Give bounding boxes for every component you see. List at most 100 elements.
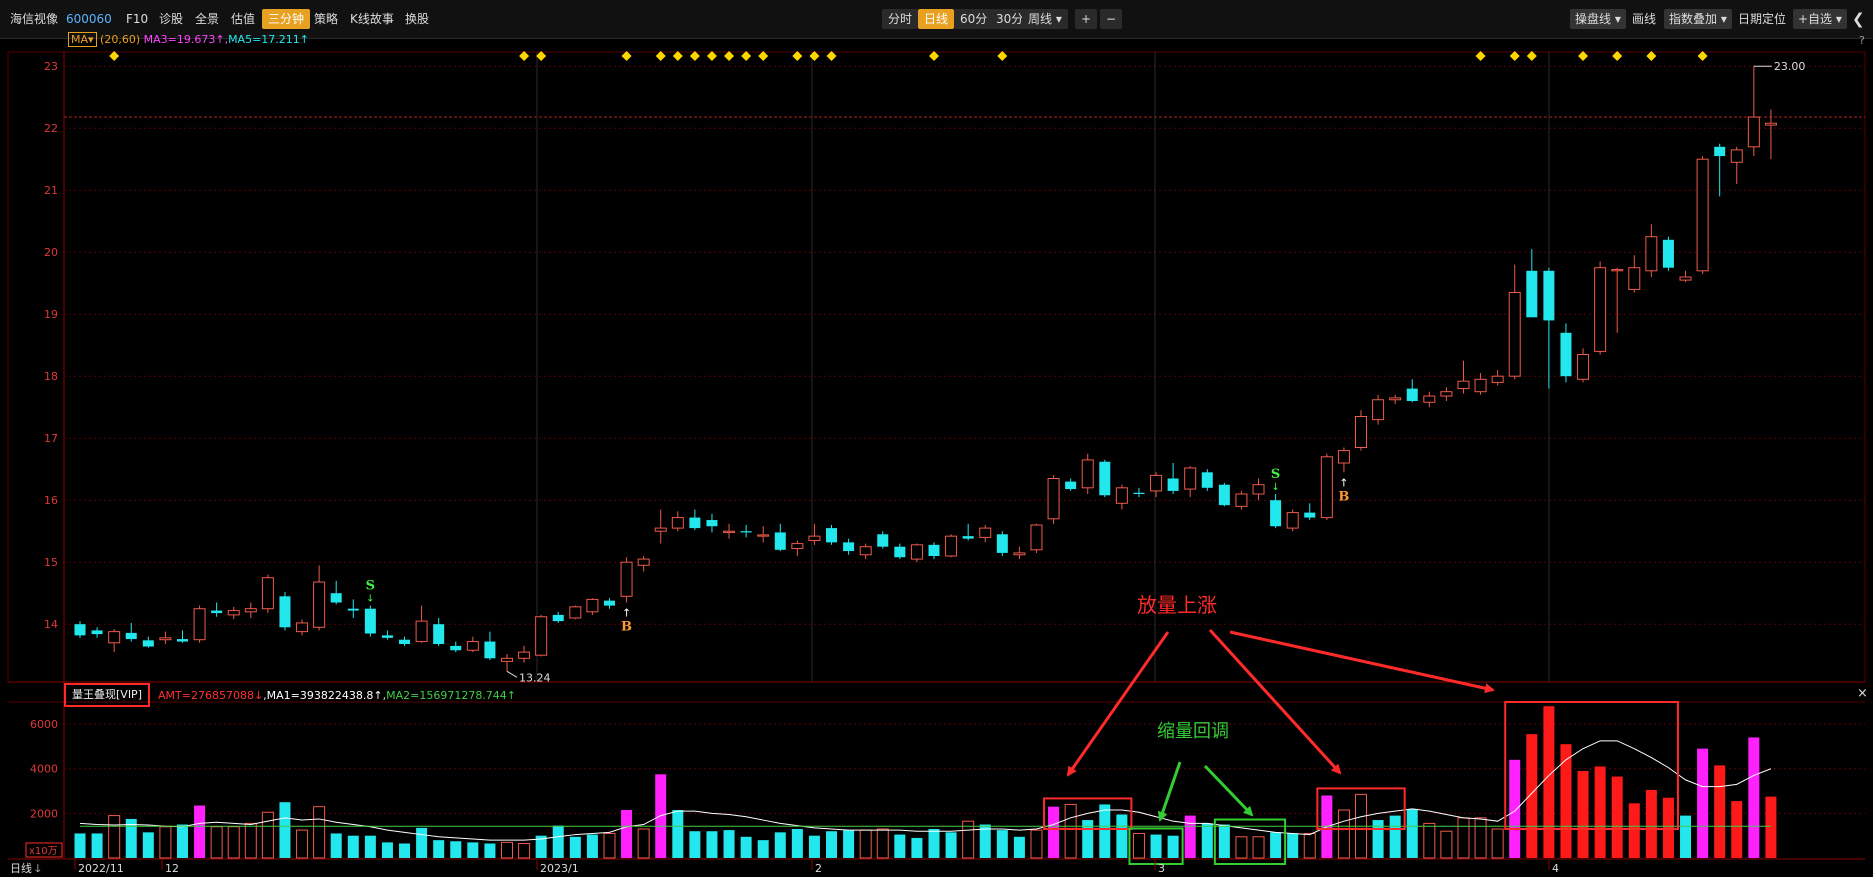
diamond-marker: [536, 51, 547, 61]
draw-line-button[interactable]: 画线: [1632, 12, 1657, 26]
candle-body: [330, 593, 342, 603]
kline-story-button[interactable]: K线故事: [350, 12, 394, 26]
candle-body: [1270, 500, 1282, 527]
candle-body: [1628, 267, 1641, 290]
volume-bar: [1048, 806, 1060, 858]
ma5-value: MA5=17.211↑: [228, 33, 309, 46]
chevron-down-icon: ▾: [1611, 12, 1621, 26]
price-tick-label: 20: [44, 246, 58, 259]
volume-bar: [1099, 804, 1111, 858]
period-intraday[interactable]: 分时: [882, 9, 919, 29]
candle-body: [1252, 484, 1265, 495]
candle-body: [1099, 461, 1111, 496]
f10-button[interactable]: F10: [126, 12, 149, 26]
volume-bar: [1132, 832, 1145, 859]
date-locate-button[interactable]: 日期定位: [1738, 12, 1787, 26]
pullback-annotation: 缩量回调: [1157, 721, 1229, 742]
candle-body: [1218, 484, 1230, 506]
volume-bar: [1218, 824, 1230, 858]
candle-body: [928, 544, 940, 556]
candle-body: [1440, 391, 1453, 397]
volume-bar: [689, 831, 701, 858]
volume-bar: [1082, 820, 1094, 858]
sell-signal: S: [1271, 467, 1280, 482]
diamond-marker: [758, 51, 769, 61]
index-overlay-select[interactable]: 指数叠加 ▾: [1664, 9, 1732, 29]
candle-body: [501, 657, 513, 662]
candle-body: [1235, 493, 1248, 507]
ma-button-label: MA: [71, 33, 89, 46]
ma-params: (20,60): [100, 33, 141, 46]
volume-bar: [911, 837, 923, 858]
period-weekly-label: 周线: [1028, 12, 1053, 26]
stock-name[interactable]: 海信视像: [10, 12, 59, 26]
candle-body: [774, 532, 786, 550]
volume-indicator-selector[interactable]: 量王叠现[VIP]: [64, 683, 150, 707]
close-indicator-button[interactable]: ×: [1857, 686, 1868, 701]
candle-body: [142, 640, 154, 647]
ma-toggle-button[interactable]: MA▾: [68, 32, 97, 47]
diamond-marker: [1612, 51, 1623, 61]
volume-bar: [125, 818, 137, 858]
volume-bar: [91, 833, 103, 858]
chevron-down-icon: ▾: [1832, 12, 1842, 26]
three-minute-button[interactable]: 三分钟: [262, 9, 311, 29]
candle-body: [1747, 116, 1760, 148]
volume-bar: [1611, 776, 1623, 858]
period-indicator[interactable]: 日线: [10, 861, 32, 875]
volume-indicator-title: 量王叠现[VIP]: [72, 688, 142, 701]
period-daily[interactable]: 日线: [918, 9, 955, 29]
valuation-button[interactable]: 估值: [231, 12, 256, 26]
panorama-button[interactable]: 全景: [195, 12, 220, 26]
stock-code[interactable]: 600060: [66, 12, 112, 26]
collapse-icon[interactable]: ❮: [1852, 10, 1865, 28]
diamond-marker: [621, 51, 632, 61]
period-30min[interactable]: 30分: [990, 9, 1030, 29]
rise-arrow-2: [1208, 628, 1342, 775]
candle-body: [91, 630, 103, 635]
candle-body: [586, 598, 599, 613]
period-weekly[interactable]: 周线 ▾: [1022, 9, 1068, 29]
diagnose-button[interactable]: 诊股: [159, 12, 184, 26]
candle-body: [433, 624, 445, 645]
volume-bar: [450, 841, 462, 858]
candle-body: [1184, 467, 1197, 490]
candle-body: [637, 558, 650, 566]
period-60min[interactable]: 60分: [954, 9, 994, 29]
trading-line-label: 操盘线: [1575, 12, 1612, 26]
trading-line-select[interactable]: 操盘线 ▾: [1570, 9, 1626, 29]
candle-body: [399, 639, 411, 645]
candle-body: [757, 534, 770, 537]
buy-arrow-icon: ↑: [1339, 476, 1348, 489]
volume-bar: [381, 842, 393, 858]
buy-arrow-icon: ↑: [622, 607, 631, 620]
candle-body: [894, 546, 906, 558]
strategy-button[interactable]: 策略: [314, 12, 339, 26]
buy-signal: B: [1338, 489, 1349, 504]
candle-body: [415, 620, 428, 643]
switch-stock-button[interactable]: 换股: [405, 12, 430, 26]
volume-bar: [1440, 830, 1453, 859]
ma1-value: MA1=393822438.8↑: [266, 689, 383, 702]
diamond-marker: [689, 51, 700, 61]
candle-body: [945, 535, 958, 557]
volume-bar: [672, 810, 684, 858]
add-watchlist-select[interactable]: +自选 ▾: [1793, 9, 1847, 29]
candle-body: [484, 641, 496, 659]
zoom-out-button[interactable]: −: [1100, 9, 1123, 29]
candle-body: [877, 534, 889, 547]
candle-body: [1047, 478, 1060, 520]
candle-body: [1013, 552, 1026, 556]
volume-bar: [1423, 822, 1436, 859]
volume-bar: [1714, 765, 1726, 858]
help-icon[interactable]: ?: [1859, 34, 1865, 47]
volume-bar: [1560, 744, 1572, 858]
zoom-in-button[interactable]: +: [1075, 9, 1098, 29]
candle-body: [859, 546, 872, 556]
candle-body: [159, 637, 172, 641]
volume-bar: [757, 840, 769, 858]
candle-body: [1337, 450, 1350, 464]
candle-body: [654, 527, 667, 532]
arrow-down-icon: 🡓: [35, 862, 41, 875]
